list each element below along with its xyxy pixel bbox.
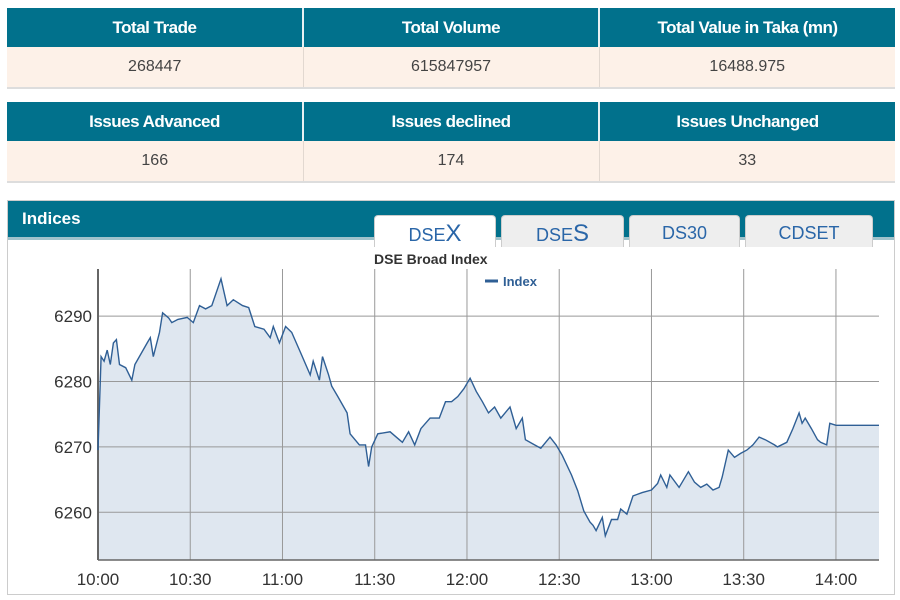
y-tick-label: 6260 — [54, 503, 92, 522]
index-chart: 6260 6270 6280 6290 10:00 10:30 11:00 11:30 12:0… — [54, 269, 879, 589]
y-tick-label: 6270 — [54, 438, 92, 457]
x-tick-label: 12:30 — [538, 570, 581, 589]
tab-dsex[interactable]: DSEX — [374, 215, 496, 247]
total-value-taka: 16488.975 — [599, 47, 895, 89]
x-tick-label: 12:00 — [446, 570, 489, 589]
x-tick-label: 11:00 — [262, 570, 303, 589]
issues-unchanged-value: 33 — [599, 141, 895, 183]
y-tick-label: 6280 — [54, 372, 92, 391]
tab-ds30[interactable]: DS30 — [629, 215, 740, 247]
total-volume-value: 615847957 — [303, 47, 600, 89]
chart-title: DSE Broad Index — [374, 251, 488, 267]
issues-advanced-value: 166 — [7, 141, 304, 183]
x-tick-label: 10:30 — [169, 570, 212, 589]
x-tick-label: 13:00 — [630, 570, 673, 589]
header-issues-declined: Issues declined — [303, 102, 600, 141]
header-total-volume: Total Volume — [303, 8, 600, 47]
issues-table: Issues Advanced Issues declined Issues U… — [7, 102, 895, 183]
tab-cdset[interactable]: CDSET — [745, 215, 873, 247]
legend-label: Index — [503, 274, 538, 289]
tab-dses-prefix: DSE — [535, 225, 573, 245]
market-summary-table: Total Trade Total Volume Total Value in … — [7, 8, 895, 89]
indices-title: Indices — [22, 209, 81, 228]
header-issues-advanced: Issues Advanced — [7, 102, 304, 141]
header-total-value: Total Value in Taka (mn) — [599, 8, 895, 47]
x-tick-label: 14:00 — [815, 570, 858, 589]
header-issues-unchanged: Issues Unchanged — [599, 102, 895, 141]
tab-dses[interactable]: DSES — [501, 215, 624, 247]
x-tick-label: 13:30 — [722, 570, 765, 589]
issues-declined-value: 174 — [303, 141, 600, 183]
indices-panel: 6260 6270 6280 6290 10:00 10:30 11:00 11:30 12:0… — [7, 200, 895, 595]
x-tick-label: 10:00 — [77, 570, 120, 589]
header-total-trade: Total Trade — [7, 8, 304, 47]
index-area — [98, 278, 879, 560]
total-trade-value: 268447 — [7, 47, 304, 89]
tab-dsex-suffix: X — [445, 220, 462, 247]
tab-dsex-prefix: DSE — [408, 225, 446, 245]
x-tick-label: 11:30 — [354, 570, 395, 589]
y-tick-label: 6290 — [54, 307, 92, 326]
index-line — [97, 276, 879, 539]
tab-dses-suffix: S — [573, 220, 590, 247]
